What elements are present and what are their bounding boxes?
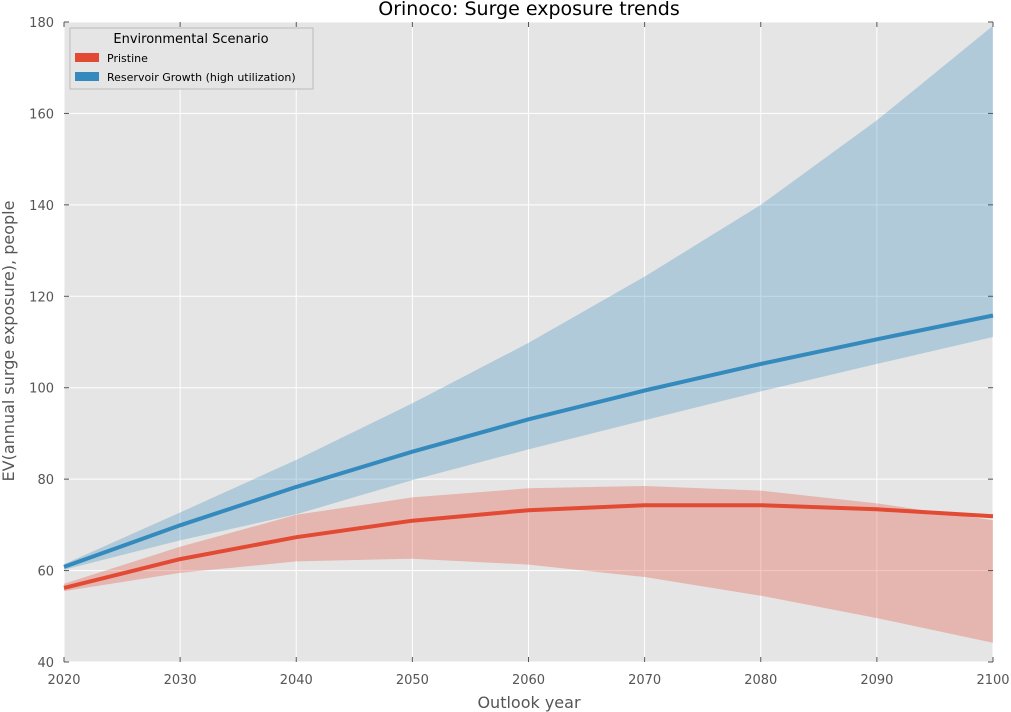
x-tick-label: 2090: [860, 673, 893, 688]
y-axis-title: EV(annual surge exposure), people: [0, 201, 18, 482]
series-line-1: [63, 313, 994, 569]
uncertainty-band-0: [64, 486, 993, 643]
y-tick-label: 180: [29, 16, 54, 31]
y-tick-labels: 40 60 80 100 120 140 160 180: [29, 16, 54, 671]
x-axis-title: Outlook year: [477, 693, 581, 712]
legend-label: Reservoir Growth (high utilization): [107, 71, 296, 84]
y-tick-label: 60: [37, 565, 54, 580]
legend-box: [69, 27, 314, 90]
y-tick-label: 80: [37, 473, 54, 488]
x-tick-labels: 2020 2030 2040 2050 2060 2070 2080 2090 2100: [47, 673, 1009, 688]
y-tick-label: 120: [29, 290, 54, 305]
legend: Environmental Scenario Pristine Reservoir…: [69, 27, 314, 90]
y-tick-label: 140: [29, 199, 54, 214]
series-line-0: [63, 503, 994, 590]
x-tick-label: 2040: [280, 673, 313, 688]
x-tick-label: 2030: [164, 673, 197, 688]
series-lines: [63, 313, 994, 590]
y-tick-label: 160: [29, 107, 54, 122]
x-tick-label: 2060: [512, 673, 545, 688]
x-tick-label: 2100: [976, 673, 1009, 688]
axis-ticks: [63, 21, 994, 663]
legend-swatch: [75, 53, 99, 62]
y-tick-label: 100: [29, 382, 54, 397]
uncertainty-bands: [64, 25, 993, 643]
legend-label: Pristine: [107, 52, 148, 65]
legend-title: Environmental Scenario: [113, 32, 268, 47]
x-tick-label: 2020: [47, 673, 80, 688]
x-tick-label: 2050: [396, 673, 429, 688]
x-tick-label: 2070: [628, 673, 661, 688]
legend-entries: Pristine Reservoir Growth (high utilizati…: [75, 52, 296, 84]
x-tick-label: 2080: [744, 673, 777, 688]
uncertainty-band-1: [64, 25, 993, 570]
chart-title: Orinoco: Surge exposure trends: [378, 0, 679, 20]
y-tick-label: 40: [37, 656, 54, 671]
legend-swatch: [75, 72, 99, 81]
